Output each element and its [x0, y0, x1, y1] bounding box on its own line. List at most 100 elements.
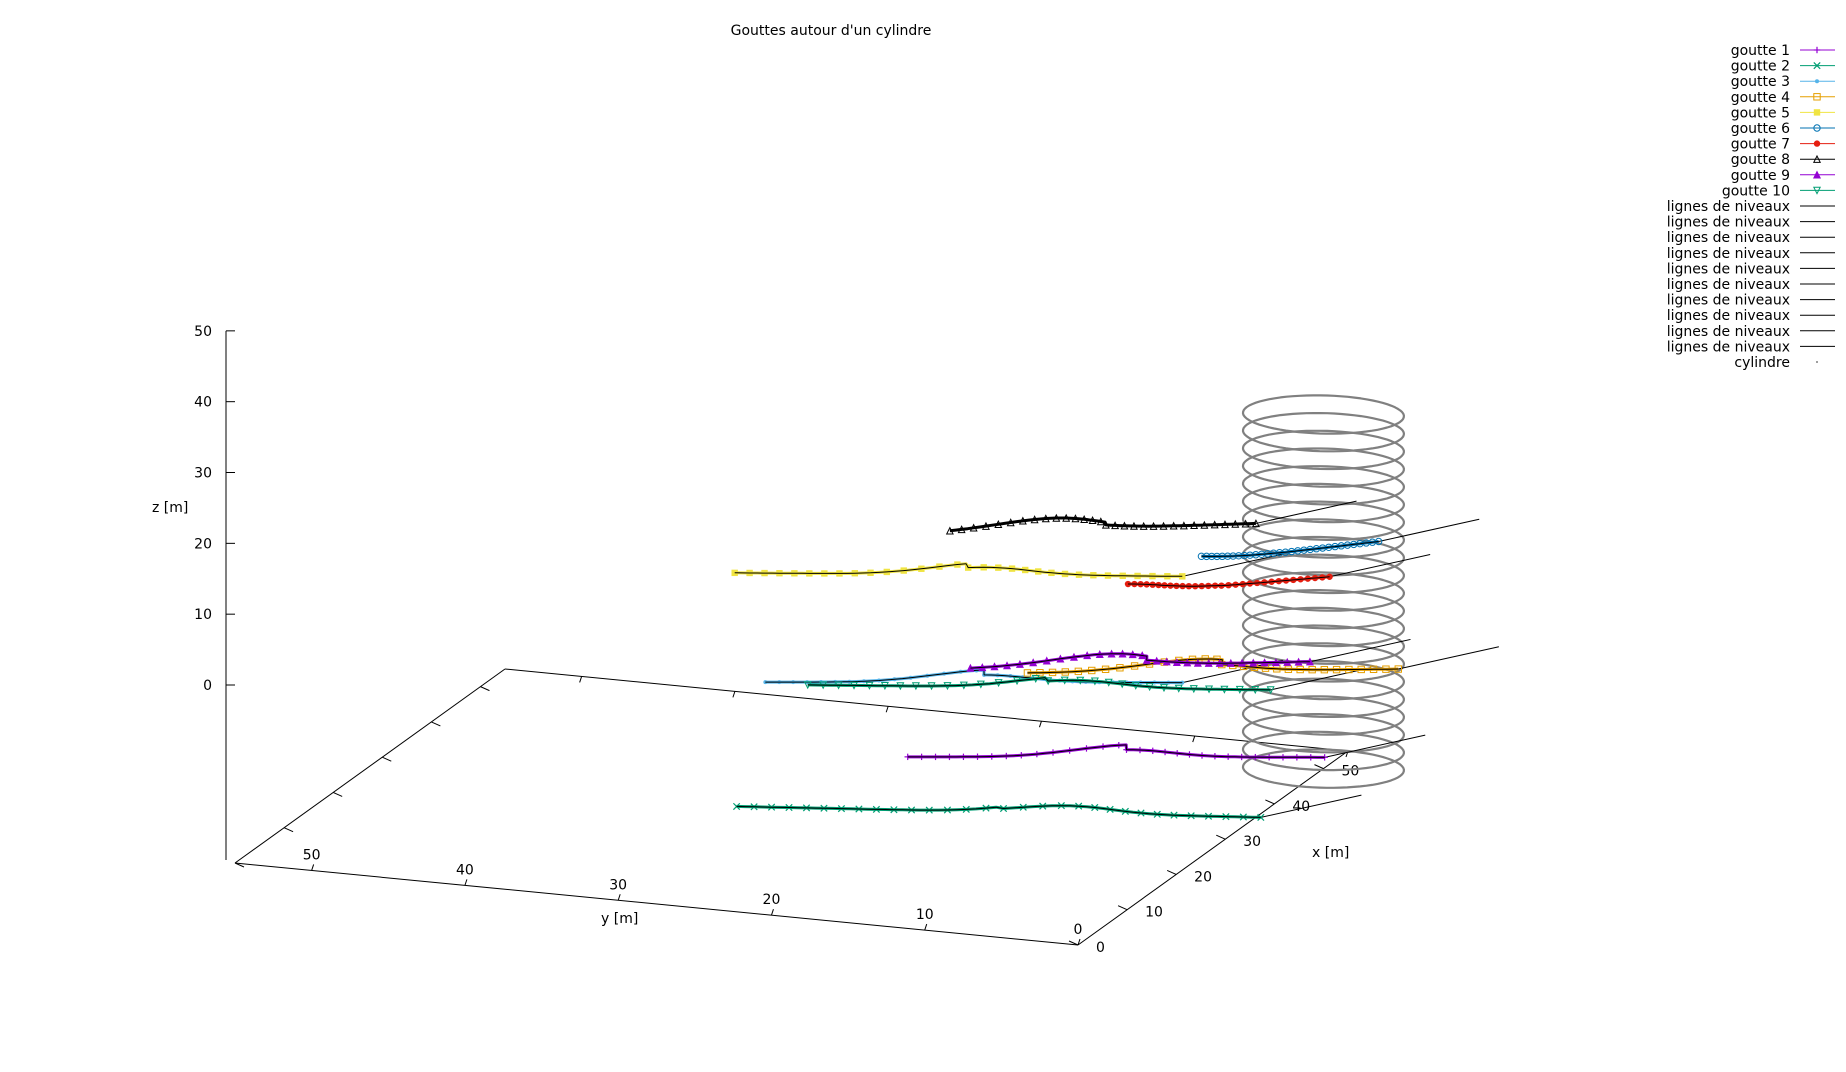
- cylinder-point: [1244, 451, 1246, 454]
- x-tick: [1117, 905, 1128, 911]
- cylinder-point: [1254, 702, 1257, 705]
- cylinder-point: [1399, 775, 1401, 777]
- cylinder-point: [1394, 565, 1396, 568]
- cylinder-point: [1244, 486, 1246, 489]
- cylinder-point: [1359, 714, 1362, 717]
- cylinder-point: [1246, 671, 1248, 674]
- cylinder-point: [1268, 646, 1271, 648]
- cylinder-point: [1251, 509, 1253, 512]
- cylinder-point: [1382, 756, 1384, 758]
- cylinder-point: [1366, 487, 1368, 489]
- cylinder-point: [1251, 775, 1253, 777]
- cylinder-point: [1382, 508, 1384, 510]
- cylinder-point: [1305, 518, 1308, 521]
- x-tick-label: 0: [1096, 940, 1105, 956]
- cylinder-ring: [1241, 695, 1406, 736]
- cylinder-point: [1251, 474, 1253, 476]
- cylinder-point: [1390, 602, 1392, 605]
- cylinder-point: [1366, 557, 1368, 560]
- cylinder-point: [1382, 419, 1384, 422]
- legend-label: lignes de niveaux: [1667, 324, 1790, 340]
- cylinder-point: [1403, 540, 1405, 542]
- series-goutte-9: [966, 649, 1314, 672]
- cylinder-point: [1401, 623, 1403, 626]
- cylinder-point: [1263, 726, 1265, 728]
- y-tick-label: 50: [303, 847, 321, 863]
- cylinder-point: [1268, 628, 1271, 631]
- cylinder-point: [1382, 490, 1384, 493]
- point-marker: [1813, 61, 1821, 70]
- cylinder-point: [1268, 752, 1271, 755]
- cylinder-point: [1376, 482, 1379, 484]
- level-line: [1255, 500, 1357, 524]
- cylinder-point: [1399, 598, 1401, 600]
- cylinder-point: [1251, 633, 1253, 635]
- cylinder-point: [1254, 649, 1257, 652]
- cylinder-point: [1376, 676, 1379, 679]
- cylinder-point: [1347, 449, 1349, 451]
- cylinder-point: [1326, 695, 1329, 698]
- cylinder-point: [1403, 628, 1405, 631]
- cylinder-point: [1244, 770, 1246, 772]
- cylinder-point: [1401, 606, 1403, 608]
- cylinder-point: [1403, 487, 1405, 489]
- cylinder-point: [1242, 765, 1244, 767]
- cylinder-point: [1246, 707, 1248, 709]
- cylinder-point: [1347, 590, 1349, 593]
- cylinder-point: [1339, 716, 1342, 718]
- cylinder-point: [1279, 588, 1281, 590]
- cylinder-point: [1326, 483, 1329, 485]
- cylinder-point: [1242, 446, 1244, 449]
- cylinder-point: [1394, 636, 1396, 639]
- legend-item: goutte 3: [1731, 74, 1835, 90]
- cylinder-point: [1318, 609, 1321, 612]
- series-center-line: [970, 653, 1310, 669]
- cylinder-point: [1376, 588, 1379, 590]
- cylinder-point: [1399, 545, 1401, 547]
- cylinder-point: [1254, 437, 1257, 439]
- level-line: [1398, 646, 1499, 670]
- series-center-line: [807, 677, 1271, 691]
- cylinder-point: [1305, 500, 1308, 503]
- cylinder-point: [1401, 659, 1403, 661]
- cylinder-point: [1359, 608, 1362, 611]
- cylinder-point: [1376, 765, 1379, 768]
- cylinder-point: [1298, 449, 1300, 451]
- legend-label: goutte 9: [1731, 168, 1790, 184]
- legend-label: goutte 7: [1731, 137, 1790, 153]
- point-marker: [1813, 93, 1821, 101]
- cylinder-point: [1305, 412, 1308, 414]
- cylinder-point: [1326, 465, 1329, 468]
- x-axis-label: x [m]: [1312, 845, 1349, 861]
- cylinder-point: [1347, 732, 1349, 735]
- cylinder-point: [1285, 502, 1288, 504]
- cylinder-point: [1376, 446, 1379, 449]
- cylinder-point: [1401, 712, 1403, 714]
- x-tick-label: 10: [1145, 905, 1163, 921]
- cylinder-point: [1305, 430, 1308, 432]
- cylinder-point: [1244, 593, 1246, 595]
- cylinder-point: [1401, 552, 1403, 555]
- cylinder-point: [1242, 464, 1244, 466]
- legend-label: lignes de niveaux: [1667, 199, 1790, 215]
- y-axis-line: [234, 862, 1079, 946]
- cylinder-point: [1382, 614, 1384, 617]
- level-lines-group: [1182, 500, 1499, 818]
- cylinder-point: [1279, 747, 1281, 750]
- cylinder-point: [1298, 484, 1300, 487]
- series-center-line: [907, 744, 1325, 758]
- cylinder-ring: [1241, 447, 1406, 488]
- z-tick-label: 20: [194, 536, 212, 552]
- cylinder-point: [1366, 752, 1368, 755]
- cylinder-point: [1251, 544, 1253, 547]
- cylinder-point: [1251, 704, 1253, 706]
- cylinder-point: [1318, 556, 1321, 559]
- cylinder-point: [1399, 474, 1401, 476]
- cylinder-point: [1390, 584, 1392, 587]
- cylinder-point: [1268, 734, 1271, 737]
- cylinder-point: [1318, 698, 1321, 700]
- legend-item: lignes de niveaux: [1667, 199, 1835, 215]
- cylinder-point: [1279, 729, 1281, 732]
- cylinder-point: [1305, 678, 1308, 680]
